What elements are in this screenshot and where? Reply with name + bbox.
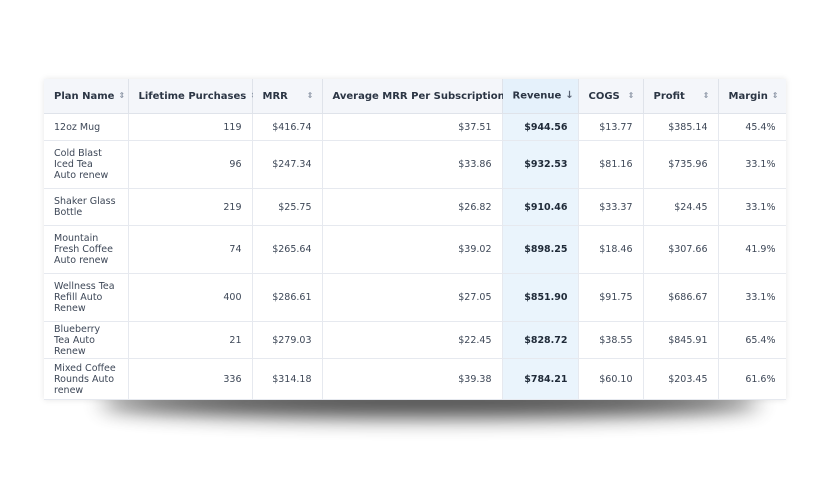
cell-margin: 61.6% <box>718 358 786 400</box>
cell-cogs: $91.75 <box>578 273 644 322</box>
table-row[interactable]: 12oz Mug 119 $416.74 $37.51 $944.56 $13.… <box>44 113 786 141</box>
cell-plan-name: Blueberry Tea Auto Renew <box>44 321 129 359</box>
table-row[interactable]: Mixed Coffee Rounds Auto renew 336 $314.… <box>44 358 786 400</box>
cell-plan-name: Mixed Coffee Rounds Auto renew <box>44 358 129 400</box>
cell-margin: 41.9% <box>718 225 786 274</box>
cell-revenue: $851.90 <box>502 273 579 322</box>
cell-margin: 45.4% <box>718 113 786 141</box>
table-header-row: Plan Name⇕ Lifetime Purchases⇕ MRR⇕ Aver… <box>44 79 786 114</box>
cell-cogs: $38.55 <box>578 321 644 359</box>
cell-profit: $385.14 <box>643 113 719 141</box>
sort-both-icon[interactable]: ⇕ <box>118 91 126 100</box>
table-row[interactable]: Blueberry Tea Auto Renew 21 $279.03 $22.… <box>44 321 786 359</box>
cell-lifetime-purchases: 74 <box>128 225 253 274</box>
cell-mrr: $314.18 <box>252 358 323 400</box>
cell-margin: 65.4% <box>718 321 786 359</box>
cell-revenue: $784.21 <box>502 358 579 400</box>
cell-profit: $24.45 <box>643 188 719 226</box>
table-row[interactable]: Cold Blast Iced Tea Auto renew 96 $247.3… <box>44 140 786 189</box>
cell-mrr: $416.74 <box>252 113 323 141</box>
cell-average-mrr: $33.86 <box>322 140 503 189</box>
cell-profit: $845.91 <box>643 321 719 359</box>
cell-lifetime-purchases: 119 <box>128 113 253 141</box>
cell-cogs: $81.16 <box>578 140 644 189</box>
cell-margin: 33.1% <box>718 188 786 226</box>
cell-margin: 33.1% <box>718 273 786 322</box>
table-row[interactable]: Wellness Tea Refill Auto Renew 400 $286.… <box>44 273 786 322</box>
subscription-plans-table-card: Plan Name⇕ Lifetime Purchases⇕ MRR⇕ Aver… <box>44 79 786 400</box>
column-header-profit[interactable]: Profit ⇕ <box>643 79 719 114</box>
table-row[interactable]: Mountain Fresh Coffee Auto renew 74 $265… <box>44 225 786 274</box>
sort-both-icon[interactable]: ⇕ <box>702 91 710 100</box>
cell-average-mrr: $37.51 <box>322 113 503 141</box>
sort-both-icon[interactable]: ⇕ <box>771 91 779 100</box>
plans-table: Plan Name⇕ Lifetime Purchases⇕ MRR⇕ Aver… <box>44 79 786 400</box>
cell-average-mrr: $39.02 <box>322 225 503 274</box>
cell-lifetime-purchases: 21 <box>128 321 253 359</box>
sort-desc-icon[interactable]: ↓ <box>565 90 574 102</box>
cell-revenue: $828.72 <box>502 321 579 359</box>
column-header-cogs[interactable]: COGS ⇕ <box>578 79 644 114</box>
cell-plan-name: Wellness Tea Refill Auto Renew <box>44 273 129 322</box>
cell-average-mrr: $26.82 <box>322 188 503 226</box>
cell-average-mrr: $27.05 <box>322 273 503 322</box>
cell-average-mrr: $39.38 <box>322 358 503 400</box>
cell-cogs: $13.77 <box>578 113 644 141</box>
cell-profit: $307.66 <box>643 225 719 274</box>
column-header-mrr[interactable]: MRR ⇕ <box>252 79 323 114</box>
sort-both-icon[interactable]: ⇕ <box>306 91 314 100</box>
cell-profit: $203.45 <box>643 358 719 400</box>
cell-plan-name: Mountain Fresh Coffee Auto renew <box>44 225 129 274</box>
cell-margin: 33.1% <box>718 140 786 189</box>
cell-profit: $686.67 <box>643 273 719 322</box>
cell-mrr: $279.03 <box>252 321 323 359</box>
cell-lifetime-purchases: 400 <box>128 273 253 322</box>
cell-mrr: $247.34 <box>252 140 323 189</box>
cell-revenue: $910.46 <box>502 188 579 226</box>
cell-revenue: $898.25 <box>502 225 579 274</box>
cell-lifetime-purchases: 336 <box>128 358 253 400</box>
cell-cogs: $18.46 <box>578 225 644 274</box>
column-header-average-mrr[interactable]: Average MRR Per Subscription⇕ <box>322 79 515 114</box>
cell-cogs: $33.37 <box>578 188 644 226</box>
cell-lifetime-purchases: 96 <box>128 140 253 189</box>
cell-revenue: $944.56 <box>502 113 579 141</box>
column-header-plan-name[interactable]: Plan Name ⇕ <box>44 79 129 114</box>
cell-mrr: $25.75 <box>252 188 323 226</box>
sort-both-icon[interactable]: ⇕ <box>627 91 635 100</box>
cell-plan-name: Cold Blast Iced Tea Auto renew <box>44 140 129 189</box>
cell-plan-name: 12oz Mug <box>44 113 129 141</box>
column-header-revenue[interactable]: Revenue ↓ <box>502 79 579 114</box>
column-header-lifetime-purchases[interactable]: Lifetime Purchases⇕ <box>128 79 257 114</box>
cell-profit: $735.96 <box>643 140 719 189</box>
cell-revenue: $932.53 <box>502 140 579 189</box>
table-row[interactable]: Shaker Glass Bottle 219 $25.75 $26.82 $9… <box>44 188 786 226</box>
cell-plan-name: Shaker Glass Bottle <box>44 188 129 226</box>
cell-average-mrr: $22.45 <box>322 321 503 359</box>
cell-cogs: $60.10 <box>578 358 644 400</box>
column-header-margin[interactable]: Margin ⇕ <box>718 79 786 114</box>
cell-mrr: $265.64 <box>252 225 323 274</box>
cell-lifetime-purchases: 219 <box>128 188 253 226</box>
cell-mrr: $286.61 <box>252 273 323 322</box>
